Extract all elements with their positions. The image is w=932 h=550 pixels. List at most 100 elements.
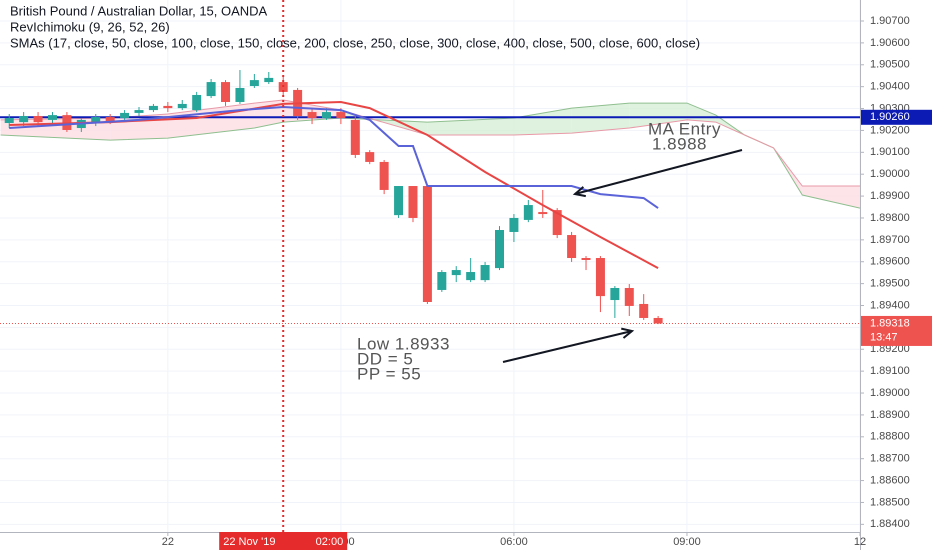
cloud-fill: [427, 117, 514, 136]
y-tick-label: 1.89100: [870, 365, 910, 377]
indicator-line: [9, 100, 659, 269]
y-tick-label: 1.89500: [870, 278, 910, 290]
candle-body: [624, 287, 634, 306]
y-tick-label: 1.89200: [870, 343, 910, 355]
y-tick-label: 1.90000: [870, 168, 910, 180]
x-tick-label: 09:00: [673, 536, 701, 548]
candle-body: [148, 105, 158, 111]
axes: 1.907001.906001.905001.904001.903001.902…: [162, 15, 910, 548]
y-tick-label: 1.88500: [870, 496, 910, 508]
candle-body: [610, 287, 620, 301]
indicator-label: RevIchimoku (9, 26, 52, 26): [10, 19, 170, 34]
candle-body: [120, 112, 130, 118]
y-tick-label: 1.90100: [870, 146, 910, 158]
candle-body: [336, 112, 346, 118]
y-tick-label: 1.89800: [870, 212, 910, 224]
countdown-label: 13:47: [870, 331, 898, 343]
candle-body: [408, 186, 418, 218]
y-tick-label: 1.88900: [870, 409, 910, 421]
candle-body: [480, 265, 490, 281]
y-tick-label: 1.88800: [870, 431, 910, 443]
candle-body: [451, 270, 461, 276]
cloud-fill: [513, 108, 572, 136]
candle-body: [19, 115, 29, 123]
candle-body: [249, 80, 259, 87]
price-label: 1.89318: [870, 317, 910, 329]
y-tick-label: 1.89400: [870, 299, 910, 311]
y-tick-label: 1.89600: [870, 256, 910, 268]
overlays: 22 Nov '19 02:00 1.90260 1.89318 13:47 MA Ent…: [219, 0, 932, 550]
annotation-arrowhead: [572, 186, 586, 198]
candle-body: [105, 117, 115, 122]
candle-body: [639, 303, 649, 318]
plot-area: [0, 70, 860, 325]
candle-body: [163, 105, 173, 109]
annotation-text: MA Entry: [648, 119, 721, 138]
chart-title: British Pound / Australian Dollar, 15, O…: [10, 3, 268, 18]
candle-body: [422, 186, 432, 302]
y-tick-label: 1.90200: [870, 124, 910, 136]
cloud-fill: [802, 186, 860, 209]
price-label: 1.90260: [870, 111, 910, 123]
annotation-text: DD = 5: [357, 349, 413, 368]
indicator-line: [9, 105, 659, 209]
y-tick-label: 1.89900: [870, 190, 910, 202]
y-tick-label: 1.90400: [870, 81, 910, 93]
candle-body: [509, 217, 519, 232]
candle-body: [365, 152, 375, 162]
annotation-text: PP = 55: [357, 364, 421, 383]
candle-body: [33, 115, 43, 123]
candle-body: [581, 258, 591, 260]
candle-body: [321, 112, 331, 118]
candle-body: [552, 210, 562, 236]
candle-body: [235, 87, 245, 102]
candle-body: [221, 82, 231, 102]
price-label-box: [861, 109, 932, 125]
candle-body: [350, 119, 360, 155]
x-tick-label: 22: [162, 536, 174, 548]
candle-body: [177, 103, 187, 109]
annotation-arrow: [502, 330, 633, 363]
candle-body: [466, 272, 476, 281]
cursor-label-box: [219, 532, 348, 550]
candle-body: [379, 161, 389, 190]
candle-body: [134, 110, 144, 113]
candle-body: [595, 258, 605, 297]
y-tick-label: 1.88600: [870, 474, 910, 486]
y-tick-label: 1.90600: [870, 37, 910, 49]
candle-body: [653, 317, 663, 324]
annotation-arrowhead: [621, 327, 635, 339]
y-tick-label: 1.88700: [870, 453, 910, 465]
candle-body: [192, 94, 202, 111]
annotation-text: Low 1.8933: [357, 334, 450, 353]
indicator-label: SMAs (17, close, 50, close, 100, close, …: [10, 35, 700, 50]
x-tick-label: 06:00: [500, 536, 528, 548]
x-tick-label: 12: [854, 536, 866, 548]
y-tick-label: 1.90500: [870, 59, 910, 71]
y-tick-label: 1.88400: [870, 518, 910, 530]
candle-body: [567, 235, 577, 259]
candle-body: [47, 115, 57, 120]
candle-body: [495, 230, 505, 269]
cloud-span-b: [0, 99, 860, 187]
annotation-arrow: [574, 149, 743, 195]
y-tick-label: 1.90700: [870, 15, 910, 27]
price-label-box: [861, 315, 932, 346]
candle-body: [437, 272, 447, 290]
cursor-date: 22 Nov '19: [223, 536, 275, 548]
candle-body: [307, 112, 317, 118]
candle-body: [206, 82, 216, 97]
candle-body: [394, 186, 404, 216]
cursor-time: 02:00: [316, 536, 344, 548]
annotation-text: 1.8988: [652, 134, 707, 153]
candle-body: [538, 212, 548, 215]
candle-body: [91, 117, 101, 123]
candle-body: [523, 205, 533, 220]
y-tick-label: 1.89700: [870, 234, 910, 246]
candle-body: [4, 117, 14, 123]
candle-body: [264, 77, 274, 83]
y-tick-label: 1.89000: [870, 387, 910, 399]
